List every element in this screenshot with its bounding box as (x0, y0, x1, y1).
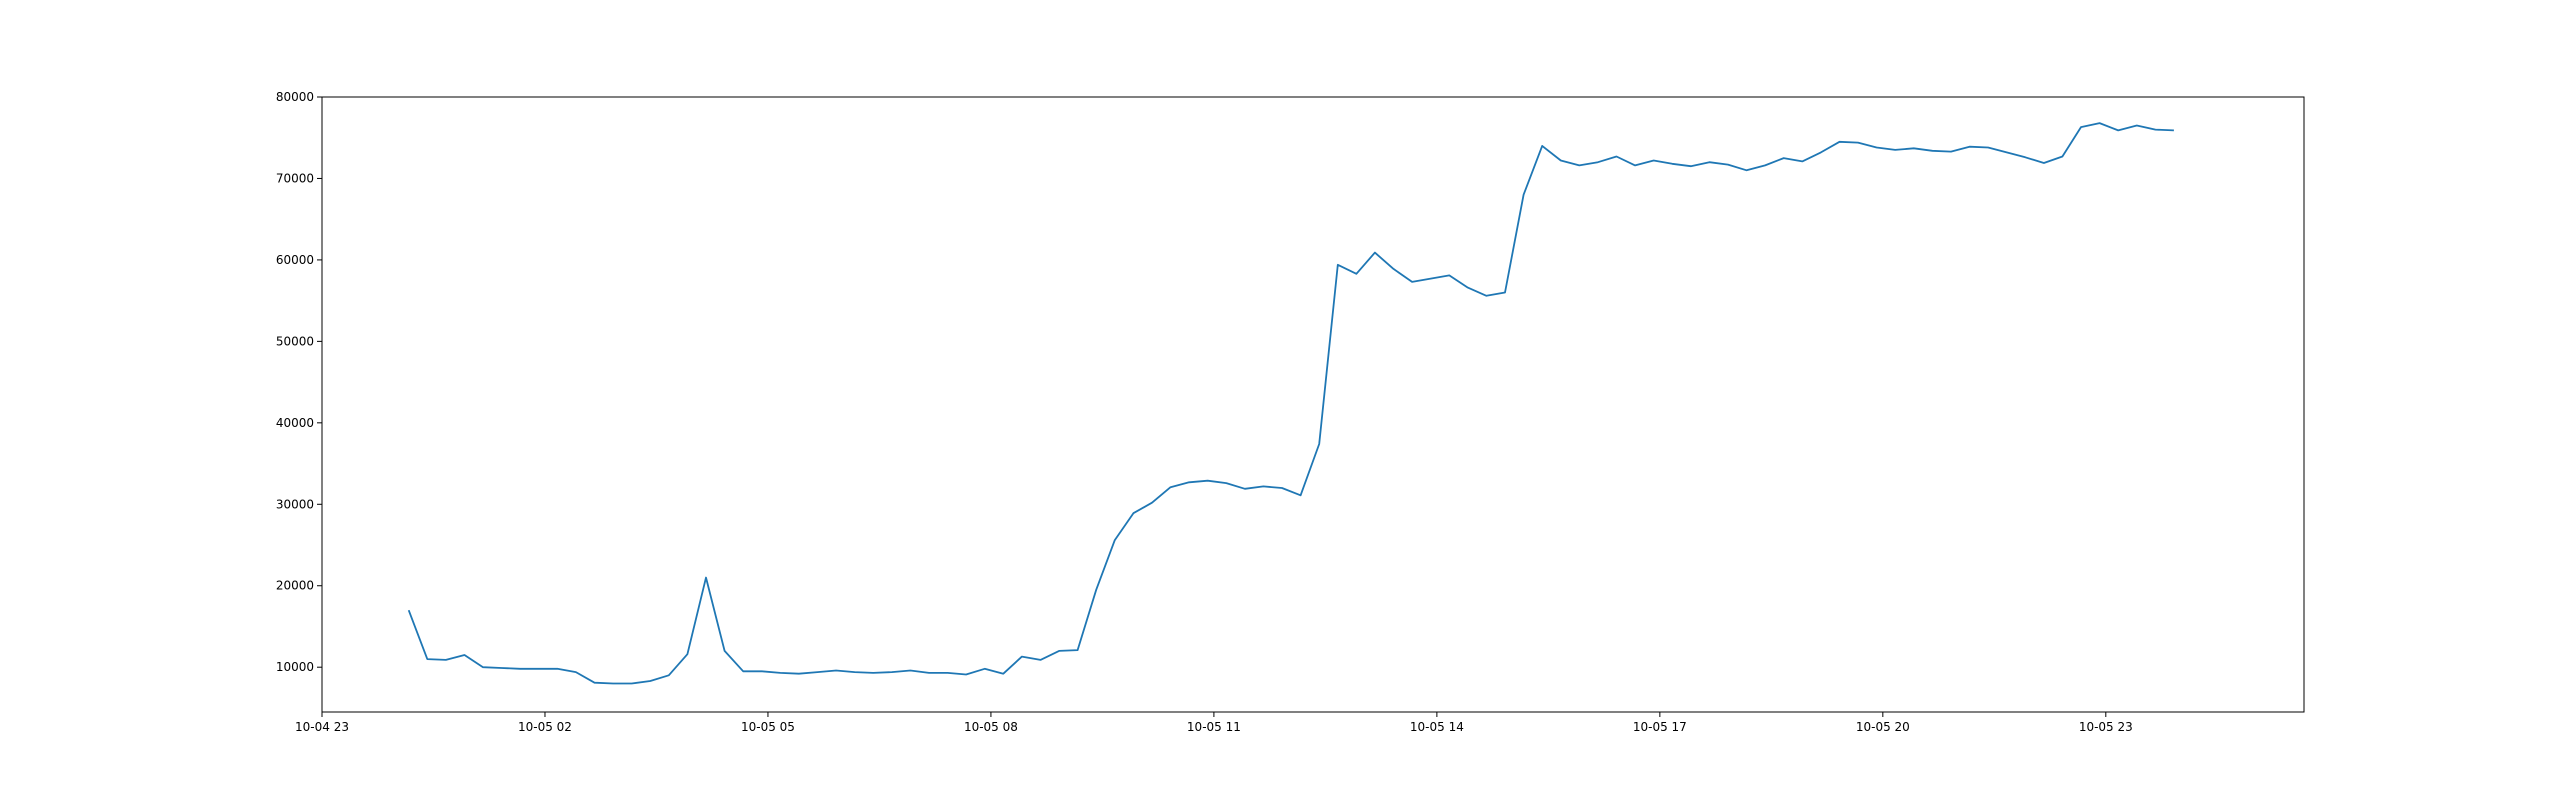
x-axis-ticks: 10-04 23 10-05 02 10-05 05 10-05 08 10-05 11… (295, 712, 2133, 734)
series-line (407, 122, 2174, 685)
x-tick-label: 10-05 08 (964, 720, 1018, 734)
y-tick-label: 70000 (276, 171, 314, 185)
x-tick-label: 10-05 02 (518, 720, 572, 734)
x-tick-label: 10-05 23 (2079, 720, 2133, 734)
y-tick-label: 80000 (276, 90, 314, 104)
x-tick-label: 10-05 05 (741, 720, 795, 734)
axes-frame (321, 96, 2305, 713)
x-tick-label: 10-05 20 (1856, 720, 1910, 734)
x-tick-label: 10-04 23 (295, 720, 349, 734)
x-tick-label: 10-05 17 (1633, 720, 1687, 734)
y-tick-label: 60000 (276, 253, 314, 267)
y-tick-label: 10000 (276, 660, 314, 674)
y-axis-ticks: 10000 20000 30000 40000 50000 60000 70000 80000 (276, 90, 322, 674)
x-tick-label: 10-05 11 (1187, 720, 1241, 734)
y-tick-label: 20000 (276, 579, 314, 593)
plot-area (407, 122, 2174, 685)
x-tick-label: 10-05 14 (1410, 720, 1464, 734)
y-tick-label: 50000 (276, 334, 314, 348)
y-tick-label: 40000 (276, 416, 314, 430)
y-tick-label: 30000 (276, 497, 314, 511)
